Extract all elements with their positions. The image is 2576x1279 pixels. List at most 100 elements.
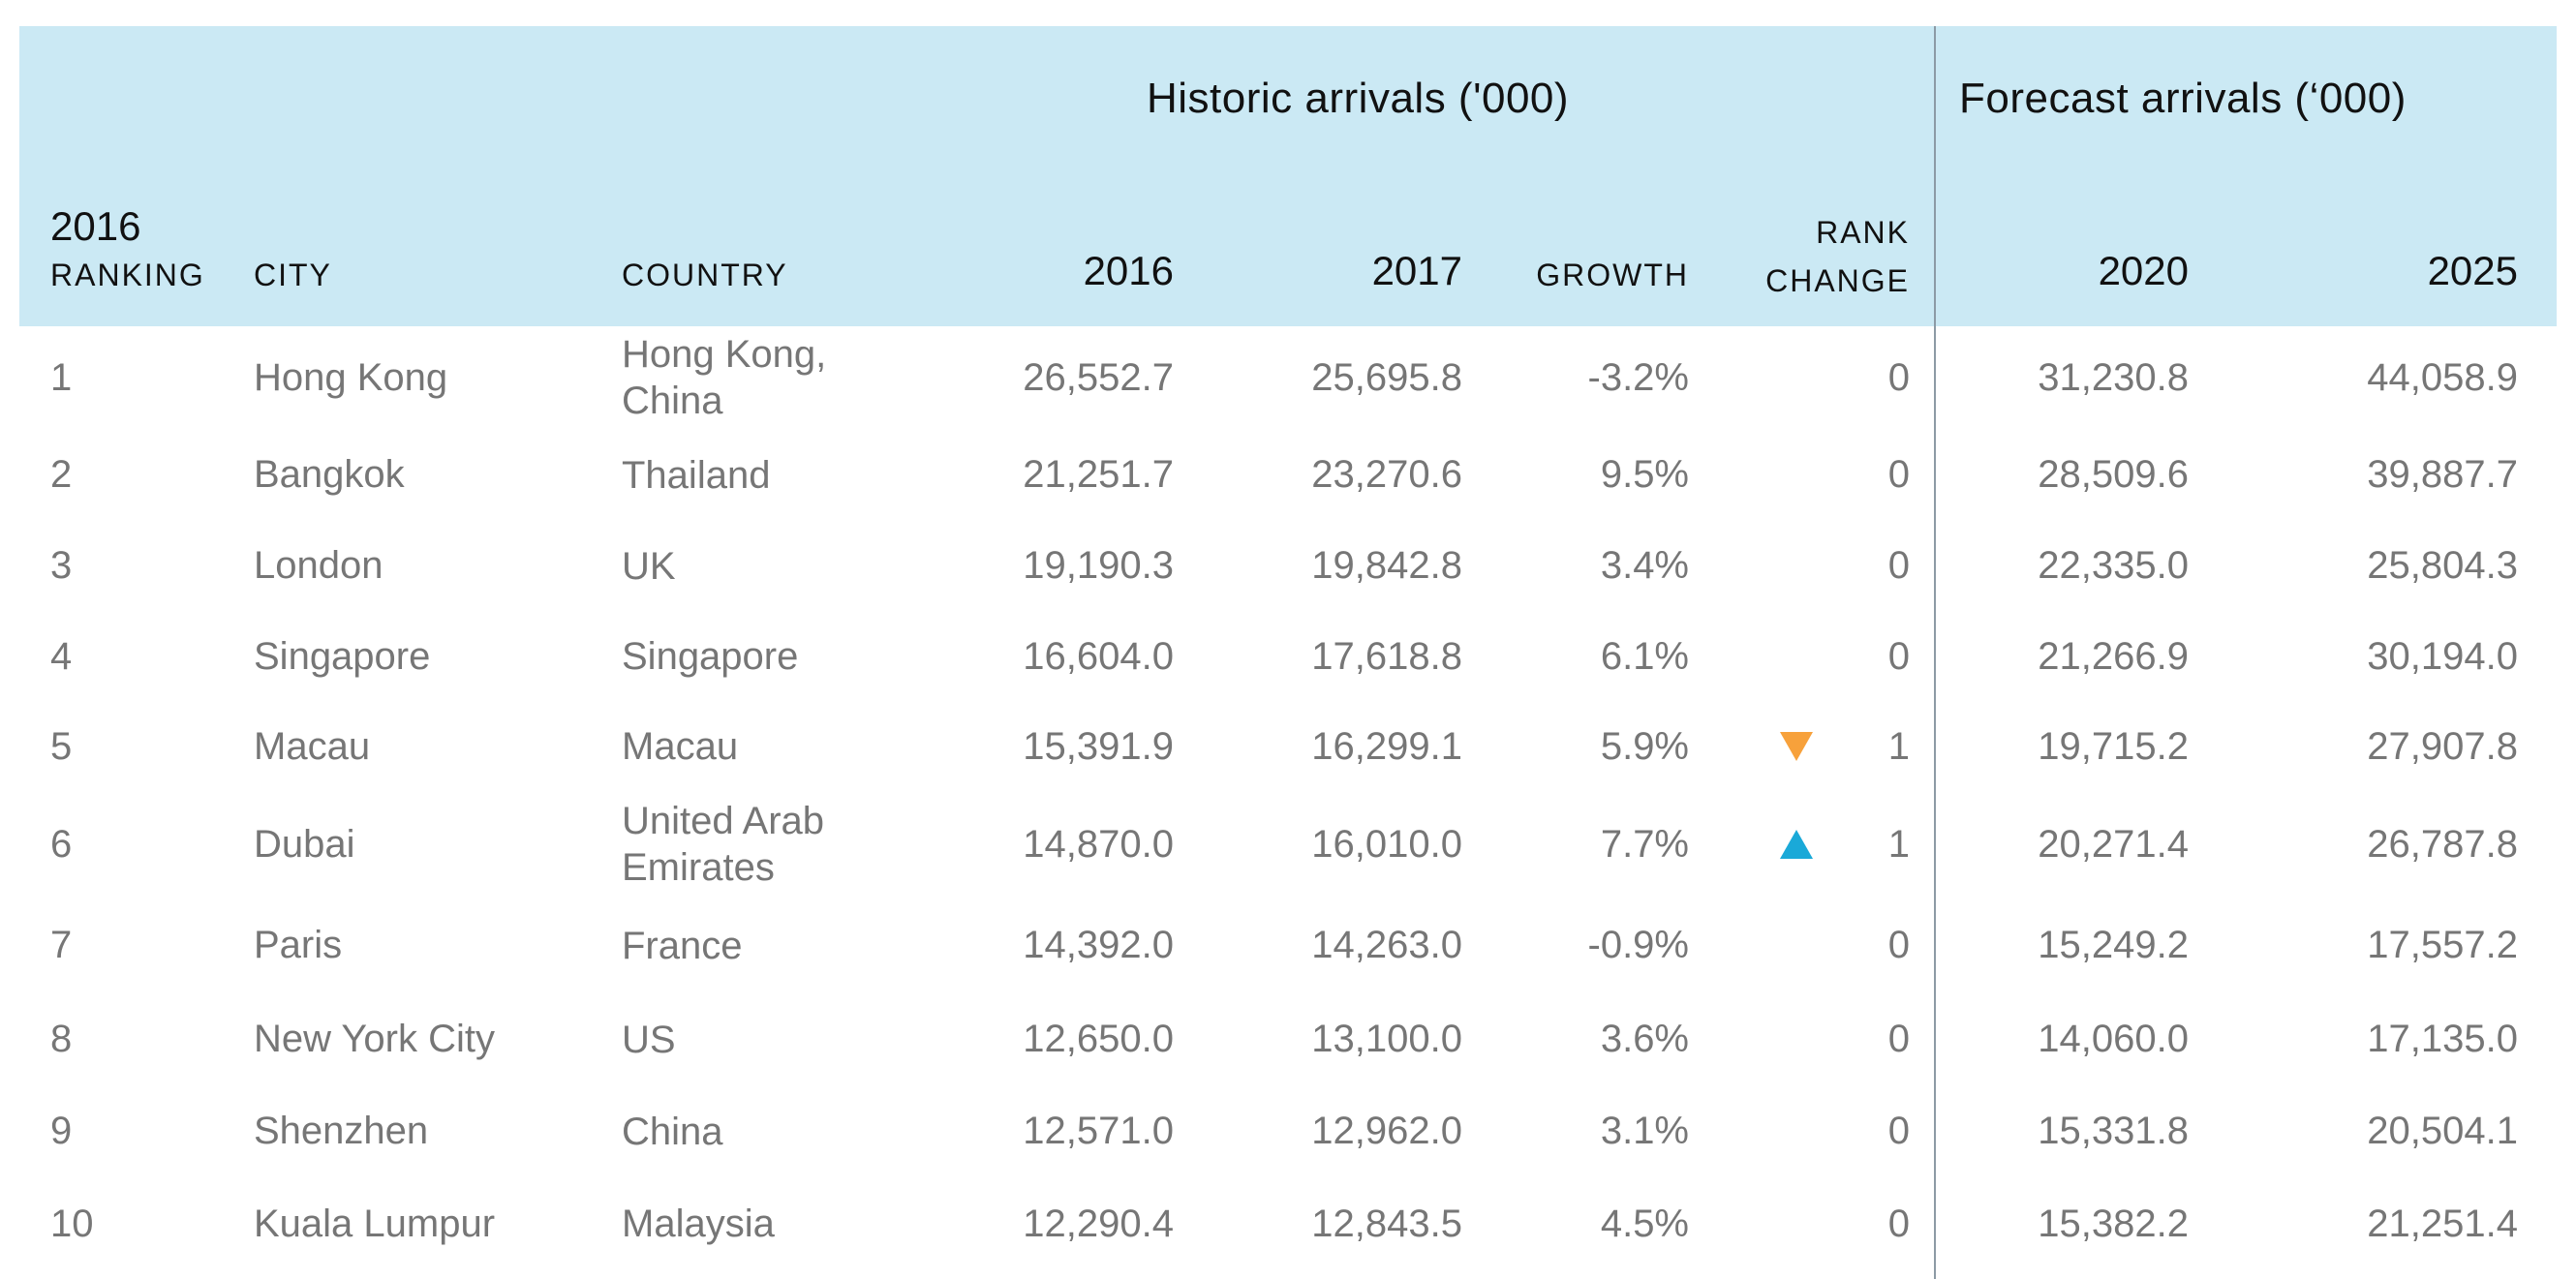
cell-rank: 3: [50, 544, 73, 587]
col-2017-header: 2017: [1372, 247, 1462, 295]
cell-rank: 8: [50, 1018, 73, 1060]
rank-change-label-1: RANK: [1816, 215, 1910, 250]
col-2016-header: 2016: [1084, 247, 1174, 295]
cell-2025: 20,504.1: [2367, 1110, 2518, 1152]
cell-country: US: [622, 1018, 676, 1061]
col-ranking-header: 2016 RANKING: [50, 202, 205, 299]
cell-2020: 28,509.6: [2038, 453, 2189, 496]
cell-2020: 20,271.4: [2038, 822, 2189, 866]
cell-2025: 17,557.2: [2367, 924, 2518, 966]
table-row: 3 London UK 19,190.3 19,842.8 3.4% 0 22,335.0 25…: [19, 521, 2557, 611]
cell-country: Macau: [622, 725, 739, 768]
cell-2017: 12,843.5: [1311, 1202, 1462, 1245]
cell-rank-change: 0: [1887, 544, 1910, 587]
cell-country: France: [622, 924, 743, 967]
country-header-label: COUNTRY: [622, 258, 788, 292]
cell-2016: 15,391.9: [1023, 724, 1174, 768]
cell-country: Malaysia: [622, 1203, 775, 1245]
cell-rank: 10: [50, 1202, 94, 1245]
cell-2016: 14,870.0: [1023, 822, 1174, 866]
cell-2016: 21,251.7: [1023, 453, 1174, 496]
growth-header-label: GROWTH: [1536, 258, 1689, 292]
cell-growth: 7.7%: [1600, 822, 1689, 866]
cell-2017: 14,263.0: [1311, 924, 1462, 966]
arrivals-table: Historic arrivals ('000) Forecast arriva…: [19, 26, 2557, 1279]
col-2016-label: 2016: [1083, 248, 1174, 293]
cell-country: Singapore: [622, 635, 799, 678]
column-divider: [1934, 26, 1936, 1279]
cell-rank-change: 0: [1887, 1018, 1910, 1060]
cell-growth: 6.1%: [1600, 634, 1689, 678]
col-2020-header: 2020: [2099, 247, 2189, 295]
cell-2020: 19,715.2: [2038, 724, 2189, 768]
cell-rank-change: 0: [1887, 453, 1910, 496]
cell-rank-change: 1: [1887, 724, 1910, 768]
rank-change-indicator: [1780, 702, 1813, 791]
cell-2020: 22,335.0: [2038, 544, 2189, 587]
cell-growth: 9.5%: [1600, 453, 1689, 496]
cell-2025: 27,907.8: [2367, 724, 2518, 768]
cell-city: Kuala Lumpur: [254, 1202, 496, 1245]
col-2025-header: 2025: [2428, 247, 2518, 295]
cell-rank-change: 0: [1887, 924, 1910, 966]
cell-country: UK: [622, 544, 676, 588]
cell-growth: 4.5%: [1600, 1202, 1689, 1245]
cell-2016: 12,571.0: [1023, 1110, 1174, 1152]
cell-city: Dubai: [254, 822, 355, 866]
rank-change-label-2: CHANGE: [1765, 263, 1910, 298]
cell-city: Paris: [254, 924, 343, 966]
ranking-year-label: 2016: [50, 203, 141, 249]
cell-2016: 19,190.3: [1023, 544, 1174, 587]
cell-2017: 12,962.0: [1311, 1110, 1462, 1152]
cell-rank: 6: [50, 822, 73, 866]
cell-2016: 12,650.0: [1023, 1018, 1174, 1060]
table-row: 10 Kuala Lumpur Malaysia 12,290.4 12,843.5 4.…: [19, 1177, 2557, 1270]
cell-rank: 2: [50, 453, 73, 496]
cell-2017: 17,618.8: [1311, 634, 1462, 678]
cell-city: Bangkok: [254, 453, 405, 496]
col-growth-header: GROWTH: [1536, 251, 1689, 299]
cell-rank-change: 0: [1887, 1110, 1910, 1152]
cell-2020: 15,382.2: [2038, 1202, 2189, 1245]
cell-city: Macau: [254, 724, 371, 768]
cell-growth: 3.6%: [1600, 1018, 1689, 1060]
cell-rank-change: 0: [1887, 634, 1910, 678]
cell-rank-change: 0: [1887, 355, 1910, 399]
table-row: 1 Hong Kong Hong Kong, China 26,552.7 25,695…: [19, 326, 2557, 429]
down-triangle-icon: [1780, 732, 1813, 761]
cell-rank: 4: [50, 634, 73, 678]
cell-2017: 13,100.0: [1311, 1018, 1462, 1060]
cell-2025: 39,887.7: [2367, 453, 2518, 496]
col-2025-label: 2025: [2427, 248, 2518, 293]
cell-growth: 3.1%: [1600, 1110, 1689, 1152]
cell-2020: 21,266.9: [2038, 634, 2189, 678]
up-triangle-icon: [1780, 830, 1813, 859]
cell-rank: 1: [50, 355, 73, 399]
historic-arrivals-title: Historic arrivals ('000): [1147, 75, 1570, 122]
cell-rank-change: 0: [1887, 1202, 1910, 1245]
cell-2025: 44,058.9: [2367, 355, 2518, 399]
cell-2016: 12,290.4: [1023, 1202, 1174, 1245]
table-row: 2 Bangkok Thailand 21,251.7 23,270.6 9.5% 0 28,…: [19, 429, 2557, 521]
cell-2017: 16,299.1: [1311, 724, 1462, 768]
col-2017-label: 2017: [1371, 248, 1462, 293]
cell-2017: 16,010.0: [1311, 822, 1462, 866]
cell-rank: 9: [50, 1110, 73, 1152]
cell-country: China: [622, 1110, 723, 1153]
cell-2017: 23,270.6: [1311, 453, 1462, 496]
cell-rank-change: 1: [1887, 822, 1910, 866]
cell-growth: 5.9%: [1600, 724, 1689, 768]
col-city-header: CITY: [254, 251, 332, 299]
table-row: 7 Paris France 14,392.0 14,263.0 -0.9% 0 15,249…: [19, 898, 2557, 993]
table-row: 4 Singapore Singapore 16,604.0 17,618.8 6.1% 0…: [19, 611, 2557, 702]
city-header-label: CITY: [254, 258, 332, 292]
cell-2020: 31,230.8: [2038, 355, 2189, 399]
rank-change-indicator: [1780, 791, 1813, 898]
table-row: 5 Macau Macau 15,391.9 16,299.1 5.9% 1 19,715.2…: [19, 702, 2557, 791]
cell-country: Hong Kong, China: [622, 333, 827, 422]
cell-2025: 17,135.0: [2367, 1018, 2518, 1060]
cell-2025: 30,194.0: [2367, 634, 2518, 678]
cell-city: Singapore: [254, 634, 431, 678]
table-header: Historic arrivals ('000) Forecast arriva…: [19, 26, 2557, 326]
cell-country: Thailand: [622, 453, 771, 497]
